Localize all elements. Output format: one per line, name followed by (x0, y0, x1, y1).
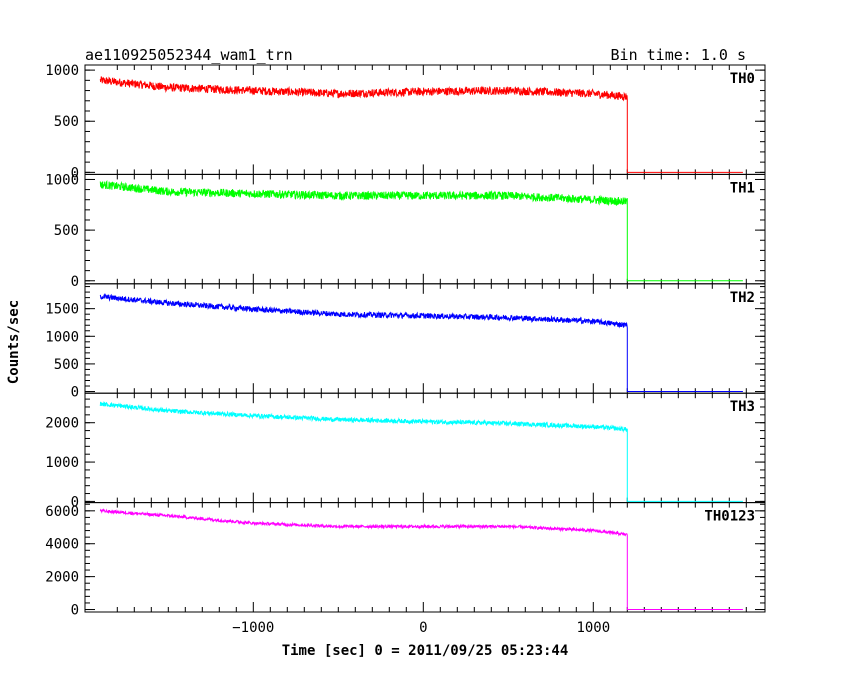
series-line-th3 (99, 401, 743, 502)
y-tick-label: 4000 (45, 537, 79, 553)
series-line-th0 (99, 76, 743, 173)
y-tick-label: 0 (71, 274, 79, 290)
x-tick-label: 1000 (576, 620, 610, 636)
panel-th0123: 0 2000 4000 6000 TH0123 −1000 0 1000 (45, 502, 766, 636)
y-tick-label: 6000 (45, 504, 79, 520)
bin-time-label: Bin time: 1.0 s (611, 46, 746, 64)
panel-frame (84, 283, 766, 394)
y-tick-label: 1500 (45, 302, 79, 318)
y-tick-label: 1000 (45, 455, 79, 471)
y-tick-label: 500 (54, 223, 79, 239)
chart-title: ae110925052344_wam1_trn (85, 46, 293, 64)
x-tick-label: −1000 (232, 620, 274, 636)
series-line-th2 (99, 293, 743, 392)
y-tick-label: 1000 (45, 63, 79, 79)
panel-name-label: TH0123 (704, 509, 755, 525)
y-tick-label: 1000 (45, 172, 79, 188)
y-tick-label: 2000 (45, 570, 79, 586)
series-line-th0123 (99, 508, 743, 610)
panel-th2: 0 500 1000 1500 TH2 (45, 283, 766, 401)
x-tick-label: 0 (419, 620, 427, 636)
panel-name-label: TH0 (730, 71, 755, 87)
panel-name-label: TH1 (730, 180, 755, 196)
panel-th1: 0 500 1000 TH1 (45, 172, 766, 290)
series-line-th1 (99, 180, 743, 282)
y-tick-label: 0 (71, 165, 79, 181)
y-tick-label: 1000 (45, 329, 79, 345)
panel-th3: 0 1000 2000 TH3 (45, 392, 766, 510)
panel-name-label: TH2 (730, 290, 755, 306)
panel-frame (84, 392, 766, 504)
y-tick-label: 0 (71, 385, 79, 401)
y-tick-label: 0 (71, 603, 79, 619)
y-tick-label: 500 (54, 114, 79, 130)
panel-th0: 0 500 1000 TH0 (45, 63, 766, 181)
y-tick-label: 2000 (45, 416, 79, 432)
y-tick-label: 0 (71, 494, 79, 510)
panel-name-label: TH3 (730, 399, 755, 415)
y-axis-label: Counts/sec (6, 300, 22, 384)
y-tick-label: 500 (54, 357, 79, 373)
panel-frame (84, 64, 766, 175)
x-axis-label: Time [sec] 0 = 2011/09/25 05:23:44 (282, 643, 569, 659)
